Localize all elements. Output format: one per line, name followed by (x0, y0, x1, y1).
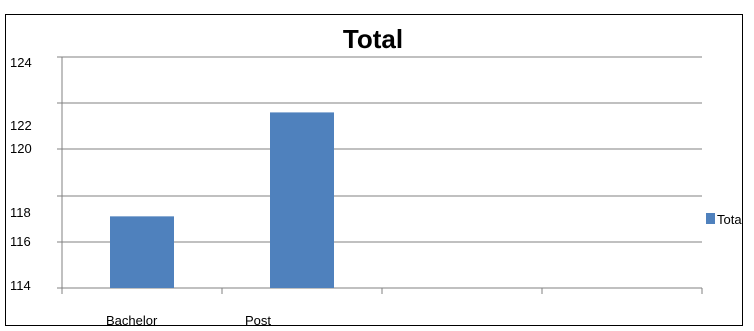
y-tick-label: 124 (10, 55, 32, 70)
bars (110, 112, 334, 289)
legend-label-total: Tota (717, 212, 742, 227)
x-tick-label: Post (245, 313, 271, 328)
x-axis: Bachelor Post (61, 288, 703, 328)
y-tick-label: 116 (10, 234, 31, 249)
bar-post (270, 112, 334, 289)
y-axis-ticks: 114 116 118 120 122 124 (10, 55, 32, 293)
bar-bachelor (110, 216, 174, 288)
y-tick-label: 120 (10, 141, 32, 156)
legend: Tota (706, 212, 742, 227)
y-tick-label: 122 (10, 118, 32, 133)
chart-title: Total (343, 24, 403, 54)
legend-swatch-total (706, 213, 715, 224)
y-tick-label: 114 (10, 278, 31, 293)
y-tick-label: 118 (10, 205, 31, 220)
x-tick-label: Bachelor (106, 313, 158, 328)
chart-frame (5, 14, 743, 326)
